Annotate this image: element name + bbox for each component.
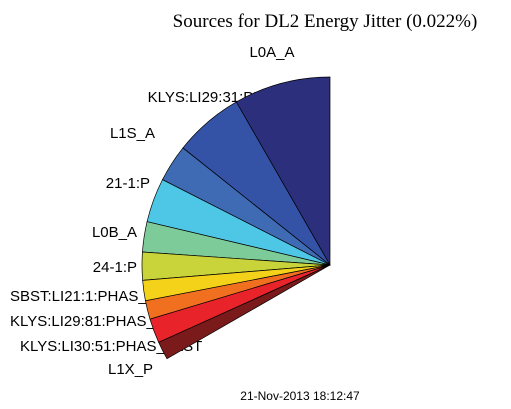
pie: [141, 76, 331, 360]
slice: [158, 264, 331, 360]
slice-label: SBST:LI21:1:PHAS_FAST: [10, 288, 184, 305]
slice-label: KLYS:LI29:81:PHAS_FAST: [10, 313, 192, 330]
slice-label: L0A_A: [249, 44, 294, 61]
slice-label: 21-1:P: [106, 175, 150, 192]
chart-title: Sources for DL2 Energy Jitter (0.022%): [173, 11, 478, 32]
slice-label: 24-1:P: [93, 259, 137, 276]
slice-label: KLYS:LI30:51:PHAS_FAST: [20, 338, 202, 355]
slice-label: L0B_A: [92, 224, 137, 241]
slice: [235, 76, 331, 267]
slice-label: L1S_A: [110, 125, 155, 142]
timestamp: 21-Nov-2013 18:12:47: [240, 389, 360, 403]
slice-label: L1X_P: [108, 361, 153, 378]
labels: L0A_AKLYS:LI29:31:PHAS_FASTL1S_A21-1:PL0…: [10, 44, 330, 378]
